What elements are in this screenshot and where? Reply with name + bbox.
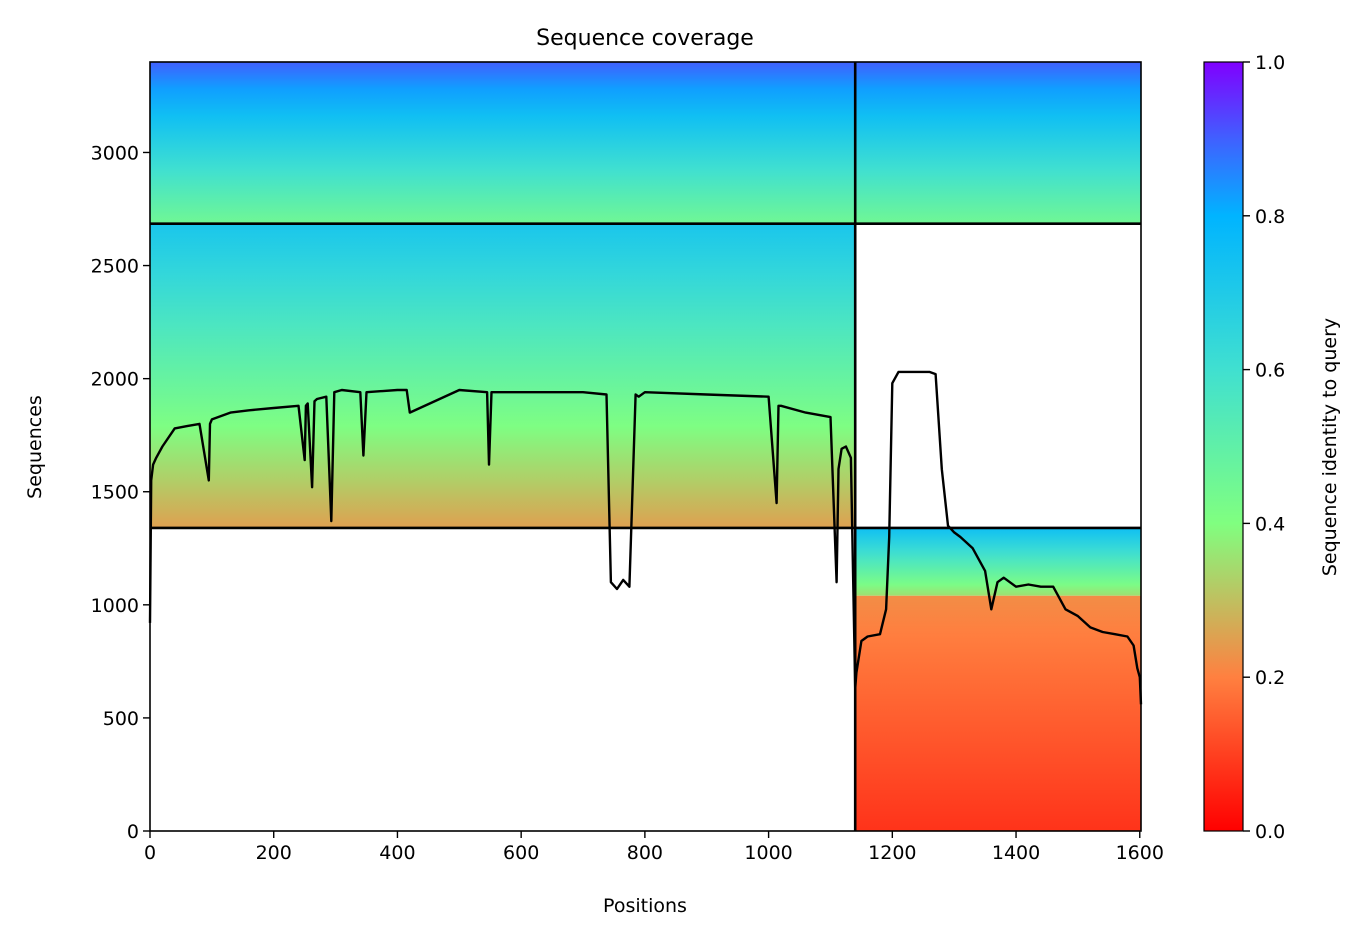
colorbar-tick-label: 0.2 xyxy=(1255,667,1285,689)
colorbar-label: Sequence identity to query xyxy=(1319,318,1341,576)
x-axis-ticks: 0 200 400 600 800 1000 1200 1400 1600 xyxy=(144,831,1164,864)
x-axis-label: Positions xyxy=(603,895,687,917)
heatmap-block-1 xyxy=(150,62,856,224)
y-axis-label: Sequences xyxy=(24,395,46,499)
x-tick-label: 1600 xyxy=(1116,842,1164,864)
colorbar-tick-label: 0.8 xyxy=(1255,206,1285,228)
y-tick-label: 2500 xyxy=(91,256,139,278)
chain-boundaries xyxy=(150,62,1141,831)
colorbar-tick-label: 0.6 xyxy=(1255,360,1285,382)
y-axis-ticks: 0 500 1000 1500 2000 2500 3000 xyxy=(91,142,150,843)
y-tick-label: 1000 xyxy=(91,595,139,617)
heatmap-block-2 xyxy=(855,62,1141,224)
colorbar-ticks: 0.0 0.2 0.4 0.6 0.8 1.0 xyxy=(1243,52,1285,843)
y-tick-label: 0 xyxy=(127,821,139,843)
x-tick-label: 1200 xyxy=(868,842,916,864)
heatmap-blocks xyxy=(150,62,1141,831)
coverage-line-group xyxy=(148,370,1143,705)
y-tick-label: 3000 xyxy=(91,142,139,164)
heatmap-block-5 xyxy=(855,595,1141,831)
x-tick-label: 1000 xyxy=(744,842,792,864)
x-tick-label: 800 xyxy=(627,842,663,864)
x-tick-label: 400 xyxy=(379,842,415,864)
x-tick-label: 1400 xyxy=(992,842,1040,864)
y-tick-label: 500 xyxy=(103,708,139,730)
x-tick-label: 0 xyxy=(144,842,156,864)
x-tick-label: 600 xyxy=(503,842,539,864)
coverage-line xyxy=(148,370,1143,705)
heatmap-block-4 xyxy=(855,527,1141,596)
x-tick-label: 200 xyxy=(256,842,292,864)
y-tick-label: 1500 xyxy=(91,482,139,504)
colorbar-tick-label: 1.0 xyxy=(1255,52,1285,74)
chart-title: Sequence coverage xyxy=(536,26,754,51)
colorbar-tick-label: 0.4 xyxy=(1255,513,1285,535)
colorbar-tick-label: 0.0 xyxy=(1255,821,1285,843)
colorbar xyxy=(1203,61,1244,832)
heatmap-block-3 xyxy=(150,223,856,528)
y-tick-label: 2000 xyxy=(91,369,139,391)
